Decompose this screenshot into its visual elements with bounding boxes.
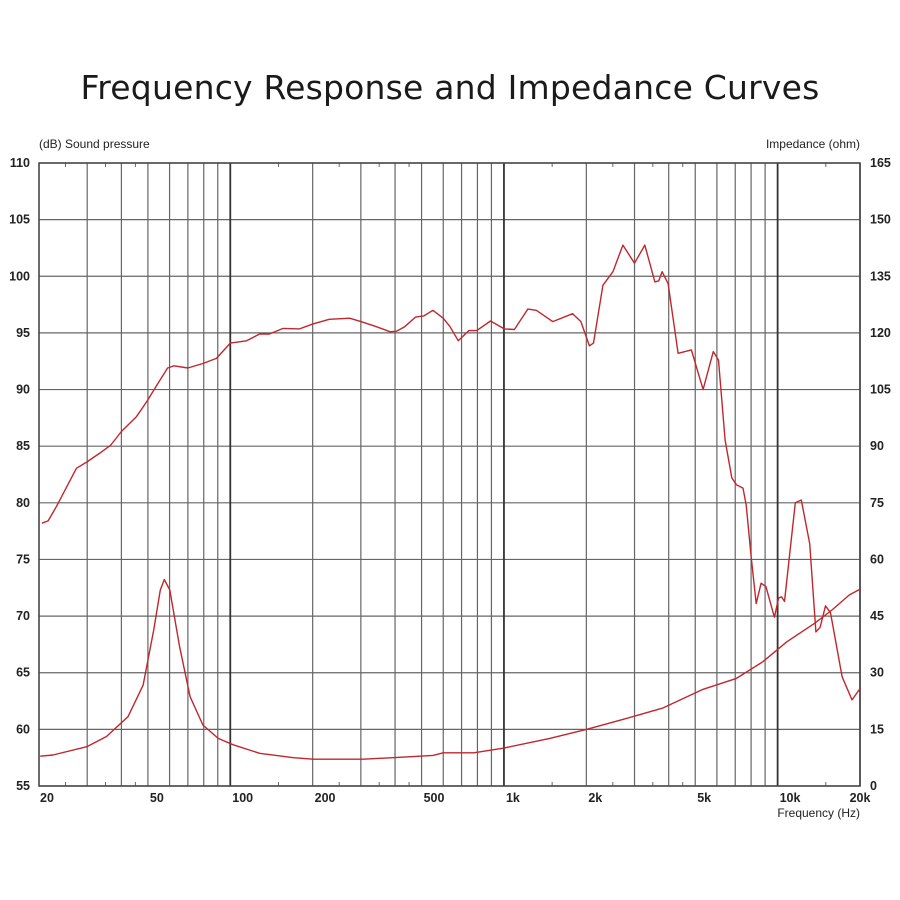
right-axis-label: Impedance (ohm) <box>766 137 860 151</box>
right-tick-label: 135 <box>870 269 891 283</box>
x-tick-label: 50 <box>150 791 164 805</box>
sound-pressure-curve <box>41 244 861 701</box>
x-tick-label: 100 <box>232 791 253 805</box>
left-tick-label: 105 <box>9 213 30 227</box>
left-tick-label: 110 <box>10 156 30 170</box>
right-tick-label: 15 <box>870 722 884 736</box>
impedance-curve <box>40 578 861 760</box>
left-tick-label: 60 <box>16 722 30 736</box>
tick-labels: 55 0 60 15 65 30 70 45 75 60 80 75 85 90 90 105 95 120 100… <box>9 156 891 805</box>
x-axis-label: Frequency (Hz) <box>777 806 860 820</box>
left-tick-label: 95 <box>16 326 30 340</box>
x-tick-label: 1k <box>506 791 520 805</box>
x-tick-label: 20k <box>850 791 871 805</box>
left-tick-label: 75 <box>16 552 30 566</box>
frequency-impedance-chart: (dB) Sound pressure Impedance (ohm) Freq… <box>9 137 891 820</box>
left-tick-label: 100 <box>9 269 30 283</box>
right-tick-label: 165 <box>870 156 891 170</box>
left-tick-label: 85 <box>16 439 30 453</box>
x-tick-label: 200 <box>315 791 336 805</box>
left-tick-label: 55 <box>16 779 30 793</box>
x-tick-label: 500 <box>424 791 445 805</box>
x-tick-label: 10k <box>780 791 801 805</box>
right-tick-label: 105 <box>870 383 891 397</box>
right-tick-label: 120 <box>870 326 891 340</box>
curves <box>40 244 861 760</box>
left-tick-label: 65 <box>16 666 30 680</box>
right-tick-label: 45 <box>870 609 884 623</box>
grid <box>38 162 861 787</box>
chart-title: Frequency Response and Impedance Curves <box>80 68 820 107</box>
right-tick-label: 150 <box>870 213 891 227</box>
right-tick-label: 75 <box>870 496 884 510</box>
left-tick-label: 80 <box>16 496 30 510</box>
left-tick-label: 90 <box>16 383 30 397</box>
plot-frame <box>38 162 861 787</box>
left-axis-label: (dB) Sound pressure <box>39 137 150 151</box>
x-tick-label: 20 <box>40 791 54 805</box>
right-tick-label: 90 <box>870 439 884 453</box>
right-tick-label: 0 <box>870 779 877 793</box>
left-tick-label: 70 <box>16 609 30 623</box>
x-tick-label: 2k <box>588 791 602 805</box>
right-tick-label: 60 <box>870 552 884 566</box>
x-tick-label: 5k <box>697 791 711 805</box>
right-tick-label: 30 <box>870 666 884 680</box>
